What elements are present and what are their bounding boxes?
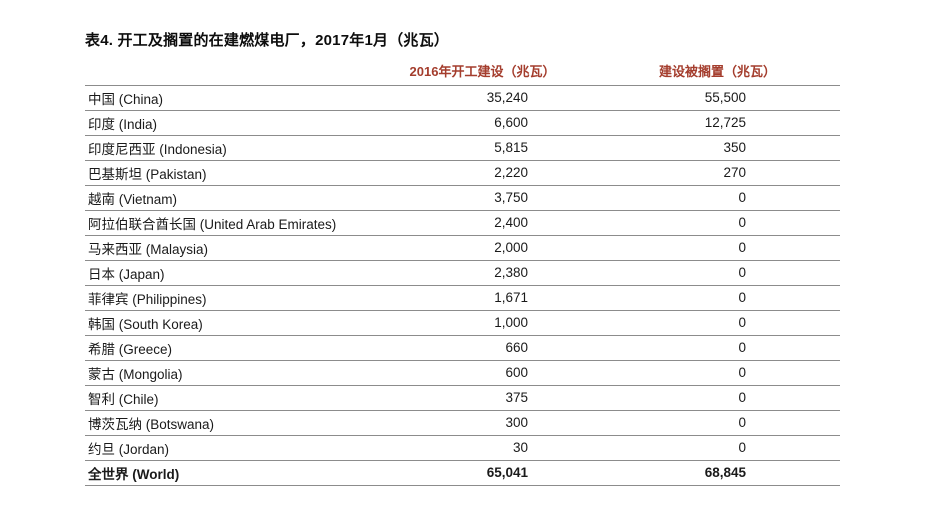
- started-value-cell: 30: [390, 435, 575, 461]
- header-country-blank: [85, 57, 390, 86]
- country-cell: 越南 (Vietnam): [85, 185, 390, 211]
- shelved-value-cell: 0: [575, 260, 840, 286]
- started-value-cell: 3,750: [390, 185, 575, 211]
- shelved-value-cell: 0: [575, 435, 840, 461]
- shelved-value-cell: 55,500: [575, 85, 840, 111]
- country-cell: 希腊 (Greece): [85, 335, 390, 361]
- table-title: 表4. 开工及搁置的在建燃煤电厂，2017年1月（兆瓦）: [85, 32, 449, 49]
- country-cell: 阿拉伯联合酋长国 (United Arab Emirates): [85, 210, 390, 236]
- country-cell: 中国 (China): [85, 85, 390, 111]
- header-row: 2016年开工建设（兆瓦） 建设被搁置（兆瓦）: [85, 57, 840, 86]
- started-value-cell: 35,240: [390, 85, 575, 111]
- table-body: 中国 (China) 35,240 55,500 印度 (India) 6,60…: [85, 85, 840, 486]
- header-started-2016: 2016年开工建设（兆瓦）: [390, 57, 575, 86]
- started-value-cell: 1,671: [390, 285, 575, 311]
- started-value-cell: 375: [390, 385, 575, 411]
- shelved-value-cell: 0: [575, 360, 840, 386]
- started-value-cell: 660: [390, 335, 575, 361]
- table-row: 阿拉伯联合酋长国 (United Arab Emirates) 2,400 0: [85, 210, 840, 236]
- started-value-cell: 2,400: [390, 210, 575, 236]
- table-row: 马来西亚 (Malaysia) 2,000 0: [85, 235, 840, 261]
- started-value-cell: 600: [390, 360, 575, 386]
- shelved-value-cell: 350: [575, 135, 840, 161]
- table-row: 全世界 (World) 65,041 68,845: [85, 460, 840, 486]
- shelved-value-cell: 0: [575, 210, 840, 236]
- started-value-cell: 2,220: [390, 160, 575, 186]
- shelved-value-cell: 0: [575, 335, 840, 361]
- shelved-value-cell: 0: [575, 385, 840, 411]
- coal-plants-table: 2016年开工建设（兆瓦） 建设被搁置（兆瓦） 中国 (China) 35,24…: [85, 57, 840, 486]
- table-row: 智利 (Chile) 375 0: [85, 385, 840, 411]
- country-cell: 韩国 (South Korea): [85, 310, 390, 336]
- country-cell: 印度尼西亚 (Indonesia): [85, 135, 390, 161]
- country-cell: 日本 (Japan): [85, 260, 390, 286]
- shelved-value-cell: 68,845: [575, 460, 840, 486]
- country-cell: 智利 (Chile): [85, 385, 390, 411]
- table-row: 蒙古 (Mongolia) 600 0: [85, 360, 840, 386]
- shelved-value-cell: 270: [575, 160, 840, 186]
- started-value-cell: 300: [390, 410, 575, 436]
- country-cell: 菲律宾 (Philippines): [85, 285, 390, 311]
- shelved-value-cell: 0: [575, 310, 840, 336]
- country-cell: 约旦 (Jordan): [85, 435, 390, 461]
- table-row: 菲律宾 (Philippines) 1,671 0: [85, 285, 840, 311]
- country-cell: 印度 (India): [85, 110, 390, 136]
- table-row: 韩国 (South Korea) 1,000 0: [85, 310, 840, 336]
- country-cell: 马来西亚 (Malaysia): [85, 235, 390, 261]
- started-value-cell: 2,380: [390, 260, 575, 286]
- started-value-cell: 5,815: [390, 135, 575, 161]
- shelved-value-cell: 0: [575, 185, 840, 211]
- started-value-cell: 1,000: [390, 310, 575, 336]
- shelved-value-cell: 12,725: [575, 110, 840, 136]
- country-cell: 巴基斯坦 (Pakistan): [85, 160, 390, 186]
- table-row: 印度 (India) 6,600 12,725: [85, 110, 840, 136]
- table-row: 印度尼西亚 (Indonesia) 5,815 350: [85, 135, 840, 161]
- table-row: 希腊 (Greece) 660 0: [85, 335, 840, 361]
- table-row: 越南 (Vietnam) 3,750 0: [85, 185, 840, 211]
- started-value-cell: 2,000: [390, 235, 575, 261]
- table-row: 日本 (Japan) 2,380 0: [85, 260, 840, 286]
- started-value-cell: 6,600: [390, 110, 575, 136]
- shelved-value-cell: 0: [575, 410, 840, 436]
- table-row: 博茨瓦纳 (Botswana) 300 0: [85, 410, 840, 436]
- table-row: 巴基斯坦 (Pakistan) 2,220 270: [85, 160, 840, 186]
- started-value-cell: 65,041: [390, 460, 575, 486]
- country-cell: 蒙古 (Mongolia): [85, 360, 390, 386]
- country-cell: 博茨瓦纳 (Botswana): [85, 410, 390, 436]
- header-shelved: 建设被搁置（兆瓦）: [575, 57, 840, 86]
- shelved-value-cell: 0: [575, 285, 840, 311]
- table-row: 约旦 (Jordan) 30 0: [85, 435, 840, 461]
- table-row: 中国 (China) 35,240 55,500: [85, 85, 840, 111]
- shelved-value-cell: 0: [575, 235, 840, 261]
- country-cell: 全世界 (World): [85, 460, 390, 486]
